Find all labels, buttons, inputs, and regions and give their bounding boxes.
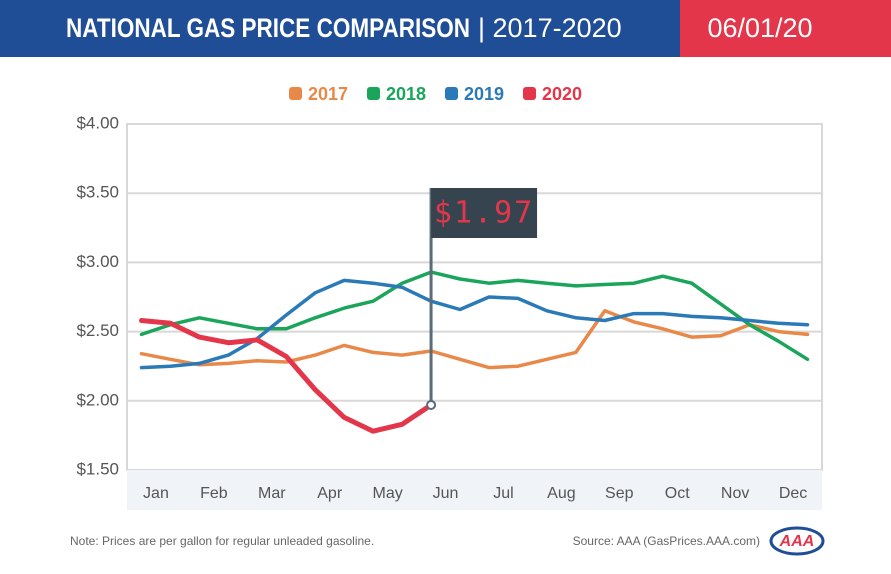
x-tick-label: Oct — [665, 485, 690, 502]
x-tick-label: Apr — [317, 485, 343, 502]
legend-swatch — [289, 87, 302, 100]
x-tick-label: May — [373, 485, 403, 502]
x-tick-label: Mar — [258, 485, 286, 502]
y-tick-label: $3.50 — [76, 183, 119, 202]
series-line — [139, 318, 434, 434]
legend-label: 2017 — [308, 84, 348, 104]
x-tick-label: Sep — [605, 485, 634, 502]
y-tick-label: $4.00 — [76, 113, 119, 132]
x-tick-label: Dec — [779, 485, 807, 502]
legend-swatch — [523, 87, 536, 100]
legend: 2017 2018 2019 2020 — [289, 84, 582, 104]
flag-box — [431, 188, 538, 238]
legend-swatch — [367, 87, 380, 100]
flag-point — [426, 399, 437, 410]
legend-label: 2020 — [542, 84, 582, 104]
date: 06/01/20 — [707, 13, 812, 43]
logo-ring — [769, 526, 825, 556]
series-line — [139, 309, 810, 370]
y-tick-label: $2.50 — [76, 321, 119, 340]
series-line — [139, 270, 810, 362]
x-tick-label: Jun — [433, 485, 459, 502]
chart-subtitle: | 2017-2020 — [478, 13, 622, 43]
x-tick-label: Aug — [547, 485, 575, 502]
x-tick-label: Nov — [721, 485, 749, 502]
x-tick-label: Jul — [493, 485, 513, 502]
y-tick-label: $2.00 — [76, 390, 119, 409]
chart-title: NATIONAL GAS PRICE COMPARISON — [66, 13, 470, 43]
y-tick-label: $3.00 — [76, 252, 119, 271]
x-axis-band — [127, 470, 822, 510]
plot-frame — [126, 123, 823, 471]
date-box — [680, 0, 891, 57]
source: Source: AAA (GasPrices.AAA.com) — [573, 534, 760, 548]
legend-label: 2019 — [464, 84, 504, 104]
legend-swatch — [445, 87, 458, 100]
y-tick-label: $1.50 — [76, 459, 119, 478]
annotation: $1.97 — [434, 196, 534, 231]
x-tick-label: Feb — [200, 485, 228, 502]
x-tick-label: Jan — [143, 485, 169, 502]
note: Note: Prices are per gallon for regular … — [70, 534, 374, 548]
logo: AAA — [779, 533, 815, 550]
legend-label: 2018 — [386, 84, 426, 104]
